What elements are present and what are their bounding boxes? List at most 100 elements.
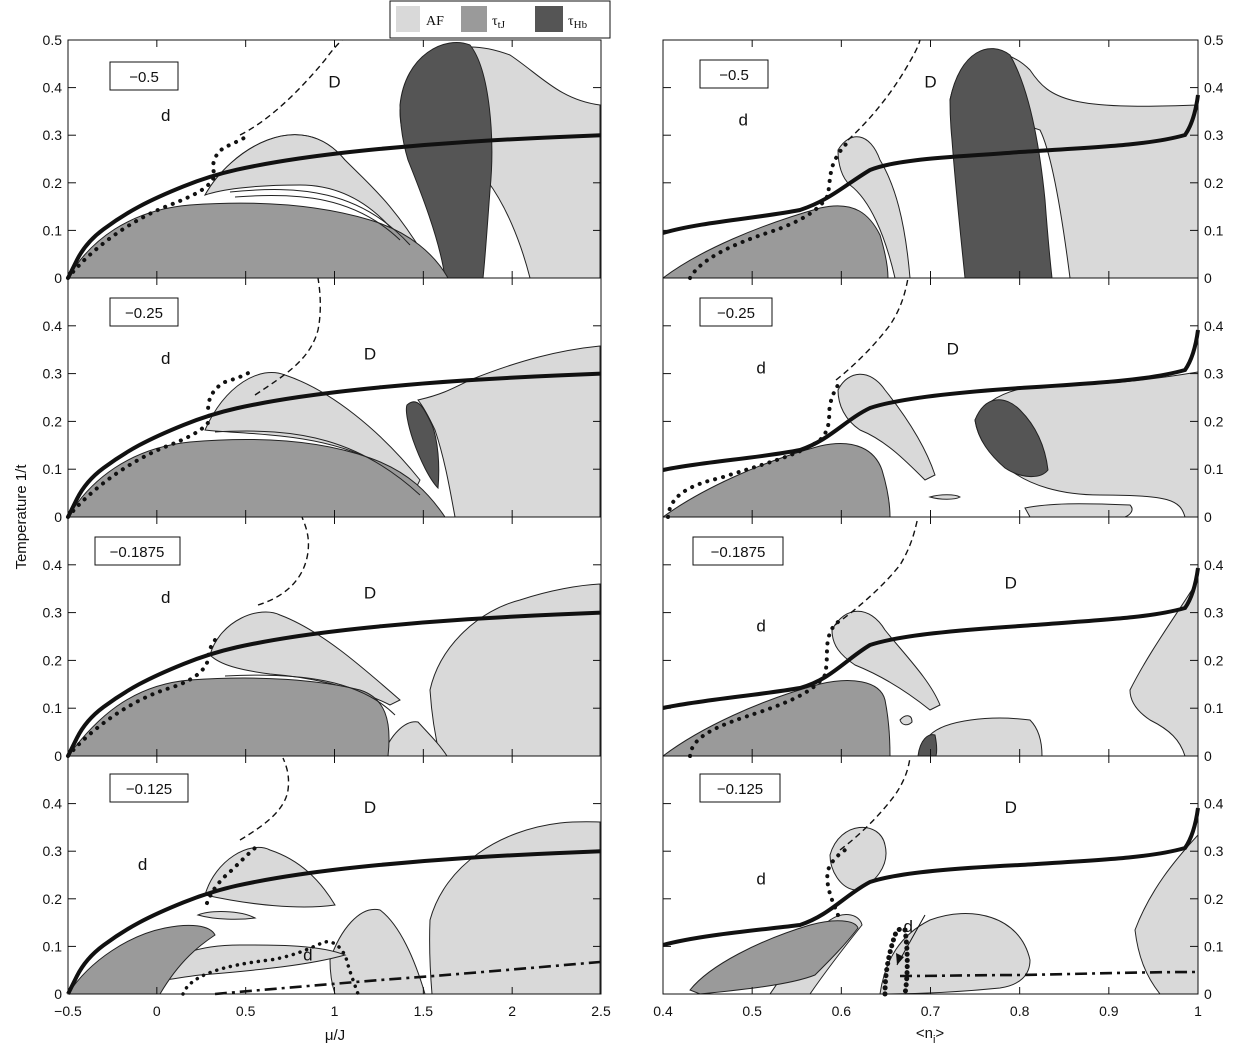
tau-tj-region — [68, 924, 216, 994]
af-region — [329, 908, 426, 994]
region-label-d: d — [756, 359, 765, 378]
left-panel-2-shapes — [68, 345, 601, 517]
af-region — [382, 721, 448, 756]
left-lines — [66, 39, 601, 996]
right-x-tick-label: 0.4 — [653, 1003, 673, 1019]
left-panel-1-label: −0.5 — [109, 61, 179, 91]
right-x-tick-label: 0.6 — [832, 1003, 852, 1019]
phase-boundary-line — [224, 674, 396, 716]
phase-boundary-line — [214, 430, 421, 496]
region-label-d: d — [739, 111, 748, 130]
af-region — [1024, 503, 1133, 517]
dotted-boundary — [688, 620, 840, 758]
af-region — [429, 821, 601, 994]
phase-boundary-line — [234, 194, 401, 241]
left-y-tick-label: 0.5 — [43, 32, 63, 48]
dotted-boundary — [666, 380, 842, 519]
region-label-d: d — [138, 855, 147, 874]
right-y-tick-label: 0.2 — [1204, 175, 1224, 191]
right-y-tick-label: 0.1 — [1204, 938, 1224, 954]
region-label-D: D — [364, 344, 376, 363]
right-y-tick-label: 0 — [1204, 748, 1212, 764]
dotted-boundary — [205, 846, 257, 905]
right-panel-3-shapes — [663, 579, 1198, 756]
legend-label-hb: τHb — [568, 14, 588, 31]
region-label-D: D — [364, 798, 376, 817]
tau-tj-region — [663, 205, 889, 278]
dashed-boundary — [847, 39, 921, 141]
right-lines — [662, 39, 1200, 997]
right-x-axis-title: <ni> — [916, 1025, 945, 1046]
left-x-axis-title: μ/J — [325, 1027, 345, 1044]
legend-label-af: AF — [426, 14, 444, 29]
thick-boundary — [662, 329, 1200, 472]
left-y-tick-label: 0 — [54, 509, 62, 525]
right-y-tick-label: 0.2 — [1204, 413, 1224, 429]
dashed-boundary — [239, 39, 343, 136]
right-panel-3-label-text: −0.1875 — [711, 544, 766, 561]
region-label-D: D — [364, 583, 376, 602]
right-panel-1-label-text: −0.5 — [719, 67, 749, 84]
right-y-tick-label: 0.5 — [1204, 32, 1224, 48]
region-label-d: d — [303, 946, 312, 965]
thick-boundary — [662, 94, 1200, 235]
region-label-d: d — [161, 588, 170, 607]
right-y-tick-label: 0 — [1204, 509, 1212, 525]
left-y-tick-label: 0.4 — [43, 80, 63, 96]
right-y-tick-label: 0.2 — [1204, 652, 1224, 668]
dash-dot-boundary — [899, 970, 1199, 978]
af-region — [1134, 834, 1198, 994]
tau-tj-region — [663, 442, 891, 517]
right-y-tick-label: 0.3 — [1204, 843, 1224, 859]
thick-boundary — [662, 567, 1200, 710]
right-x-tick-label: 0.5 — [742, 1003, 762, 1019]
right-y-tick-label: 0.3 — [1204, 127, 1224, 143]
left-x-tick-label: −0.5 — [54, 1003, 82, 1019]
right-panel-1-shapes — [663, 48, 1198, 278]
af-region — [149, 944, 347, 981]
legend-label-tj: τtJ — [492, 14, 506, 31]
tau-tj-region — [68, 438, 446, 517]
axis-ticks: 0 0 0.1 0.1 0.2 0.2 0.3 0.3 0.4 0.4 0.5 0.5 0 0 0.1 0.1… — [43, 32, 1224, 1019]
af-region — [899, 715, 913, 726]
right-x-tick-label: 0.7 — [921, 1003, 941, 1019]
right-x-tick-label: 1 — [1194, 1003, 1202, 1019]
phase-boundary-line — [229, 189, 411, 246]
left-y-tick-label: 0.1 — [43, 700, 63, 716]
af-region — [1129, 579, 1198, 756]
tau-hb-region — [949, 48, 1053, 278]
panel-labels: −0.5 −0.25 −0.1875 −0.125 −0.5 −0.25 −0.… — [94, 59, 784, 803]
left-y-tick-label: 0.4 — [43, 557, 63, 573]
dotted-boundary — [882, 926, 910, 997]
right-panel-2-label: −0.25 — [699, 297, 773, 327]
left-x-tick-label: 2 — [508, 1003, 516, 1019]
dashed-boundary — [254, 277, 321, 396]
left-x-tick-label: 0 — [153, 1003, 161, 1019]
left-y-tick-label: 0.3 — [43, 605, 63, 621]
af-region — [196, 911, 257, 920]
af-boundary-thin — [204, 134, 346, 196]
right-y-tick-label: 0.1 — [1204, 461, 1224, 477]
right-y-tick-label: 0.3 — [1204, 366, 1224, 382]
thick-boundary-left-3 — [66, 610, 602, 757]
tau-tj-region — [68, 202, 449, 278]
left-y-tick-label: 0.2 — [43, 891, 63, 907]
left-y-tick-label: 0.3 — [43, 127, 63, 143]
region-label-d: d — [903, 917, 912, 936]
af-region — [837, 373, 936, 481]
left-y-tick-label: 0 — [54, 986, 62, 1002]
left-panel-2-label-text: −0.25 — [125, 305, 163, 322]
left-y-tick-label: 0.1 — [43, 222, 63, 238]
left-y-tick-label: 0.1 — [43, 938, 63, 954]
tau-tj-region — [663, 680, 891, 756]
dashed-boundary — [834, 516, 919, 626]
right-panel-2-shapes — [663, 371, 1198, 517]
legend: AF τtJ τHb — [389, 0, 611, 39]
region-label-D: D — [1005, 798, 1017, 817]
region-label-d: d — [161, 106, 170, 125]
tau-hb-region — [974, 399, 1049, 477]
tau-hb-region — [405, 401, 440, 490]
right-panel-4-shapes — [689, 826, 1198, 994]
left-y-tick-label: 0.2 — [43, 413, 63, 429]
thick-boundary-left-1 — [66, 133, 602, 279]
